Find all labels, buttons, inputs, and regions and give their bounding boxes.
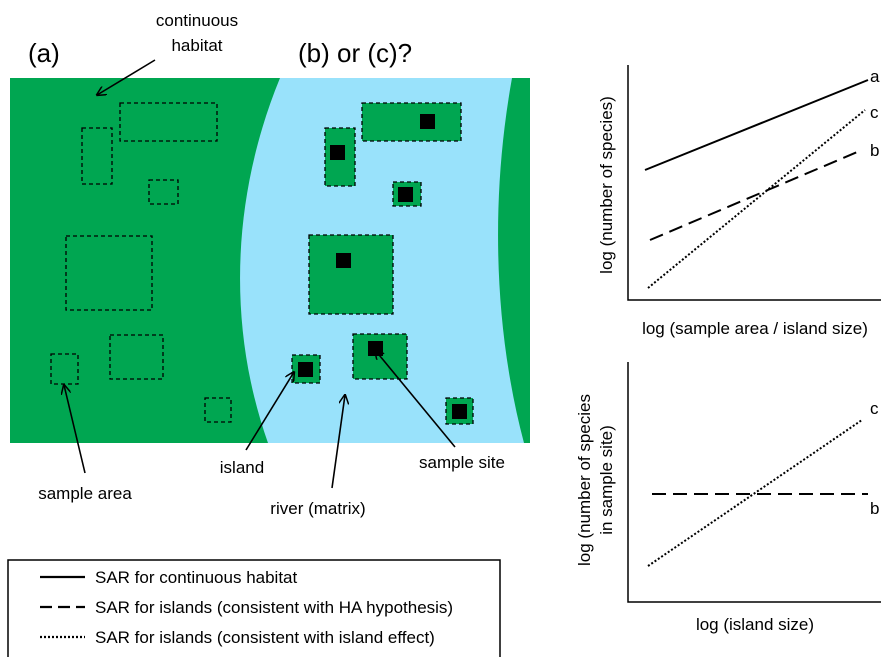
x-axis-label: log (sample area / island size) (642, 319, 868, 338)
y-axis-label: log (number of species (575, 394, 594, 566)
y-axis-label: in sample site) (597, 425, 616, 535)
line-label: b (870, 499, 879, 518)
line-label: b (870, 141, 879, 160)
y-axis-label: log (number of species) (597, 96, 616, 274)
annotation: river (matrix) (270, 499, 365, 518)
annotation: sample site (419, 453, 505, 472)
legend-entry: SAR for islands (consistent with island … (95, 628, 435, 647)
line-label: c (870, 399, 879, 418)
annotation: sample area (38, 484, 132, 503)
annotation: island (220, 458, 264, 477)
line-label: c (870, 103, 879, 122)
legend-entry: SAR for continuous habitat (95, 568, 298, 587)
panel-label: (b) or (c)? (298, 38, 412, 68)
panel-label: (a) (28, 38, 60, 68)
legend-entry: SAR for islands (consistent with HA hypo… (95, 598, 453, 617)
graph-bottom: c b log (island size) log (number of spe… (575, 362, 881, 634)
graph-top: a c b log (sample area / island size) lo… (597, 65, 881, 338)
annotation: habitat (171, 36, 222, 55)
annotation: continuous (156, 11, 238, 30)
line-label: a (870, 67, 880, 86)
x-axis-label: log (island size) (696, 615, 814, 634)
legend: SAR for continuous habitat SAR for islan… (8, 560, 500, 657)
figure: (a) (b) or (c)? continuous habitat sampl… (0, 0, 881, 657)
map (10, 60, 530, 488)
